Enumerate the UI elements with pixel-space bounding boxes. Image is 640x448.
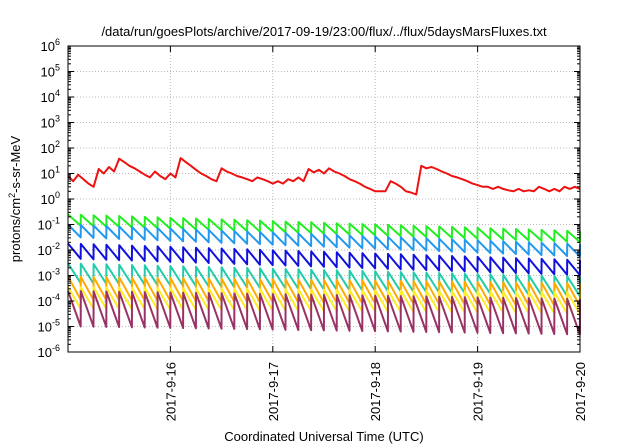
- x-tick-label: 2017-9-17: [266, 362, 281, 421]
- y-tick-exponent: -6: [52, 343, 60, 353]
- y-axis-label: protons/cm2-s-sr-MeV: [7, 135, 23, 262]
- y-tick-base: 10: [41, 141, 55, 156]
- series-lines: [67, 157, 581, 336]
- series-line: [67, 290, 581, 336]
- y-tick-exponent: -1: [52, 216, 60, 226]
- y-tick-base: 10: [41, 65, 55, 80]
- y-tick-exponent: 6: [55, 37, 60, 47]
- series-line: [67, 223, 581, 258]
- x-tick-label: 2017-9-19: [471, 362, 486, 421]
- y-axis-label-sup: 2: [7, 193, 17, 198]
- y-tick-label: 10-4: [38, 292, 60, 309]
- x-tick-label: 2017-9-18: [368, 362, 383, 421]
- x-axis-ticks: 2017-9-16 2017-9-17 2017-9-18 2017-9-19 2017…: [163, 46, 588, 421]
- y-tick-base: 10: [38, 345, 52, 360]
- series-line: [67, 242, 581, 277]
- y-tick-exponent: -5: [52, 318, 60, 328]
- y-tick-exponent: 1: [55, 165, 60, 175]
- y-tick-base: 10: [41, 90, 55, 105]
- y-tick-exponent: 0: [55, 190, 60, 200]
- y-tick-label: 102: [41, 139, 60, 156]
- y-tick-label: 10-3: [38, 267, 60, 284]
- y-tick-base: 10: [38, 218, 52, 233]
- y-tick-label: 10-2: [38, 241, 60, 258]
- x-tick-label: 2017-9-20: [573, 362, 588, 421]
- y-tick-label: 10-1: [38, 216, 60, 233]
- y-tick-base: 10: [41, 167, 55, 182]
- y-tick-base: 10: [41, 116, 55, 131]
- series-line: [67, 213, 581, 244]
- y-tick-label: 10-5: [38, 318, 60, 335]
- y-tick-exponent: 4: [55, 88, 60, 98]
- y-tick-base: 10: [41, 39, 55, 54]
- y-tick-exponent: -4: [52, 292, 60, 302]
- y-tick-label: 104: [41, 88, 60, 105]
- y-tick-exponent: 3: [55, 114, 60, 124]
- y-axis-label-tail: -s-sr-MeV: [8, 135, 23, 192]
- y-tick-exponent: 5: [55, 63, 60, 73]
- y-tick-label: 10-6: [38, 343, 60, 360]
- chart-title: /data/run/goesPlots/archive/2017-09-19/2…: [101, 24, 547, 39]
- y-tick-label: 106: [41, 37, 60, 54]
- x-axis-label: Coordinated Universal Time (UTC): [224, 429, 423, 444]
- y-tick-label: 103: [41, 114, 60, 131]
- y-tick-base: 10: [38, 243, 52, 258]
- y-tick-label: 105: [41, 63, 60, 80]
- y-axis-ticks: 10-610-510-410-310-210-11001011021031041…: [38, 37, 580, 360]
- y-tick-base: 10: [38, 269, 52, 284]
- y-tick-base: 10: [38, 320, 52, 335]
- y-tick-label: 101: [41, 165, 60, 182]
- y-tick-exponent: -3: [52, 267, 60, 277]
- x-tick-label: 2017-9-16: [163, 362, 178, 421]
- series-line: [67, 157, 581, 196]
- y-tick-exponent: -2: [52, 241, 60, 251]
- y-tick-base: 10: [38, 294, 52, 309]
- y-tick-label: 100: [41, 190, 60, 207]
- y-tick-base: 10: [41, 192, 55, 207]
- y-axis-label-main: protons/cm: [8, 198, 23, 262]
- y-tick-exponent: 2: [55, 139, 60, 149]
